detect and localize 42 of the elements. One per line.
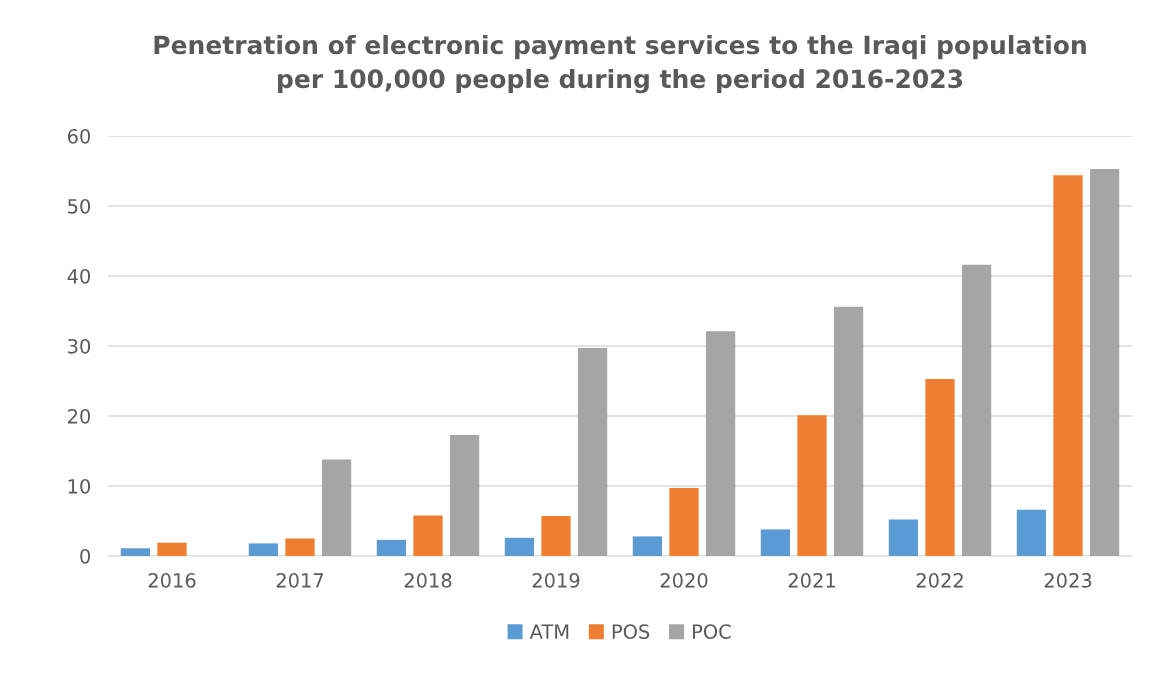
bar [376, 539, 407, 556]
bar [413, 515, 443, 556]
bar [760, 529, 791, 556]
bar [285, 538, 315, 556]
x-tick-label: 2017 [276, 573, 324, 588]
bar [449, 434, 480, 556]
bar [925, 378, 955, 556]
x-tick-label: 2019 [532, 573, 580, 588]
bar [833, 306, 864, 556]
legend-label: POS [612, 624, 650, 639]
bar [248, 543, 279, 556]
x-tick-label: 2021 [788, 573, 835, 588]
bar [120, 548, 151, 556]
bar [705, 331, 736, 556]
bar [157, 542, 187, 556]
x-tick-label: 2018 [404, 573, 452, 588]
bar [1089, 168, 1120, 556]
legend-label: ATM [529, 624, 569, 639]
bar [669, 488, 699, 556]
x-tick-label: 2020 [660, 573, 708, 588]
y-tick-label: 50 [68, 198, 91, 214]
bar [504, 537, 535, 556]
bar [632, 536, 663, 556]
bar [888, 519, 919, 556]
bar [1053, 175, 1083, 556]
bar [797, 415, 827, 556]
y-tick-label: 20 [68, 408, 91, 424]
y-tick-label: 10 [68, 478, 91, 494]
y-tick-label: 40 [67, 268, 91, 284]
bar [1016, 509, 1047, 556]
y-tick-label: 30 [68, 338, 91, 354]
x-tick-label: 2016 [148, 573, 196, 588]
x-tick-label: 2022 [916, 573, 963, 588]
x-tick-label: 2023 [1044, 573, 1092, 588]
bar [577, 348, 608, 556]
bar [961, 264, 992, 556]
y-tick-label: 0 [80, 548, 91, 564]
bar [321, 459, 352, 556]
y-tick-label: 60 [67, 128, 91, 144]
bar [541, 516, 571, 556]
legend-label: POC [693, 624, 731, 639]
chart-title: Penetration of electronic payment services to the Iraqi population per 100,000 people during the period 2016-2023 [154, 35, 1086, 94]
